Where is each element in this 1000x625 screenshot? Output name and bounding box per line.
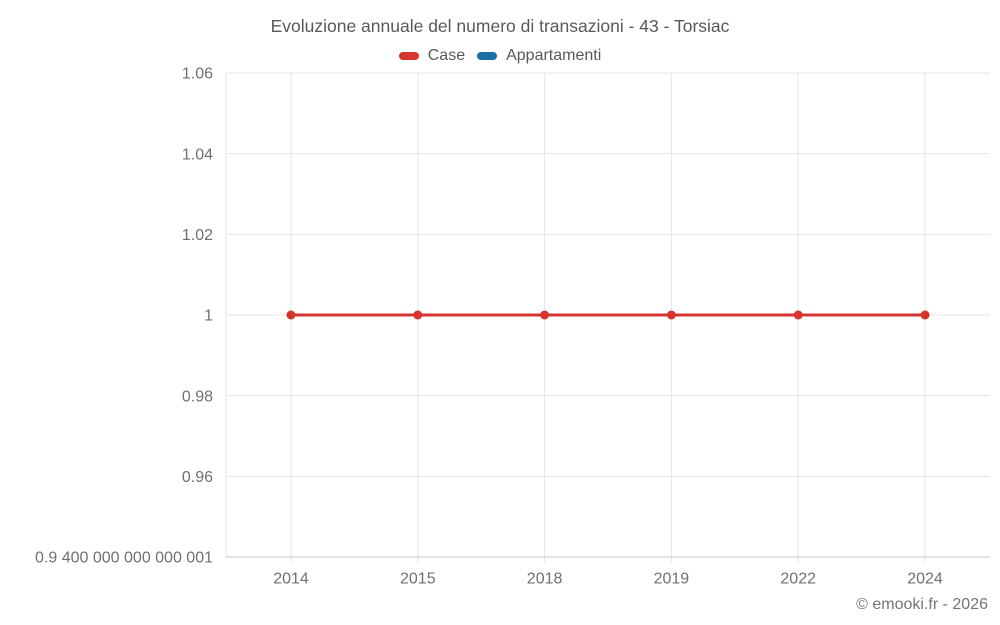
legend-swatch-icon: [477, 52, 498, 60]
legend-swatch-icon: [398, 52, 419, 60]
x-tick-label: 2015: [400, 571, 436, 588]
legend-item-appartamenti[interactable]: Appartamenti: [477, 47, 601, 65]
data-point-case[interactable]: [286, 310, 296, 320]
chart-title: Evoluzione annuale del numero di transaz…: [270, 16, 730, 36]
data-point-case[interactable]: [540, 310, 550, 320]
data-point-case[interactable]: [920, 310, 930, 320]
y-tick-label: 0.96: [182, 469, 213, 486]
legend: Case Appartamenti: [0, 47, 1000, 65]
legend-item-case[interactable]: Case: [398, 47, 466, 65]
x-tick-label: 2022: [780, 571, 816, 588]
legend-label: Appartamenti: [506, 47, 602, 64]
y-tick-label: 1.06: [182, 66, 213, 83]
data-point-case[interactable]: [413, 310, 423, 320]
x-tick-label: 2014: [273, 571, 309, 588]
data-point-case[interactable]: [793, 310, 803, 320]
y-tick-label: 1.04: [182, 146, 213, 163]
y-tick-label: 1: [204, 308, 213, 325]
x-tick-label: 2018: [527, 571, 563, 588]
copyright: © emooki.fr - 2026: [856, 596, 988, 613]
x-tick-label: 2019: [654, 571, 690, 588]
y-tick-label: 0.9 400 000 000 000 001: [35, 550, 213, 567]
y-tick-label: 0.98: [182, 388, 213, 405]
y-tick-label: 1.02: [182, 227, 213, 244]
x-tick-label: 2024: [907, 571, 943, 588]
data-point-case[interactable]: [666, 310, 676, 320]
legend-label: Case: [427, 47, 466, 64]
